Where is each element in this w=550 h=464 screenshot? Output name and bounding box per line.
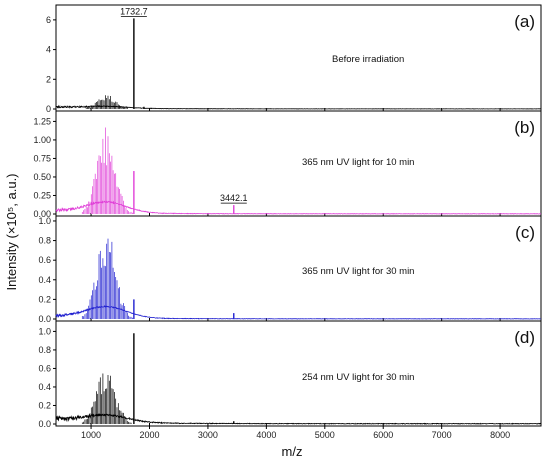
panel-frame <box>55 110 542 217</box>
y-tick-label: 2 <box>46 74 51 84</box>
y-tick-label: 4 <box>46 45 51 55</box>
y-tick-label: 6 <box>46 15 51 25</box>
panel-d: 0.0 0.2 0.4 0.6 0.8 1.0 (d) 254 nm UV light for… <box>38 320 542 429</box>
condition-label: 365 nm UV light for 10 min <box>302 157 414 168</box>
y-tick-label: 0.0 <box>38 314 51 324</box>
y-tick-label: 0.8 <box>38 345 51 355</box>
condition-label: Before irradiation <box>332 54 404 65</box>
y-tick-label: 0.2 <box>38 294 51 304</box>
spectrum-baseline <box>55 104 541 110</box>
x-tick-label: 2000 <box>139 430 159 440</box>
panel-letter: (a) <box>514 12 535 31</box>
panel-frame <box>55 320 542 427</box>
y-tick-label: 0.6 <box>38 255 51 265</box>
x-tick-label: 1000 <box>81 430 101 440</box>
y-tick-label: 1.00 <box>33 135 51 145</box>
x-tick-label: 6000 <box>373 430 393 440</box>
y-tick-label: 1.25 <box>33 116 51 126</box>
panel-a: 0 2 4 6 1732.7 (a) Before irradiation <box>46 4 542 114</box>
y-tick-label: 0.0 <box>38 419 51 429</box>
spectrum-baseline <box>55 413 542 425</box>
y-tick-label: 1.0 <box>38 216 51 226</box>
y-tick-label: 0.8 <box>38 236 51 246</box>
y-tick-label: 0.50 <box>33 172 51 182</box>
y-tick-label: 0.6 <box>38 363 51 373</box>
x-tick-label: 4000 <box>256 430 276 440</box>
x-tick-label: 5000 <box>315 430 335 440</box>
spectrum-envelope <box>81 238 133 319</box>
spectrum-baseline <box>55 200 541 215</box>
y-tick-label: 0.4 <box>38 382 51 392</box>
panel-letter: (b) <box>514 118 535 137</box>
x-tick-label: 3000 <box>198 430 218 440</box>
y-tick-label: 0.25 <box>33 190 51 200</box>
y-tick-label: 0.2 <box>38 400 51 410</box>
x-tick-label: 7000 <box>432 430 452 440</box>
x-axis-title: m/z <box>282 444 303 459</box>
spectrum-envelope <box>81 127 133 214</box>
y-axis-title: Intensity (×10⁵, a.u.) <box>4 173 19 290</box>
panel-c: 0.0 0.2 0.4 0.6 0.8 1.0 (c) 365 nm UV light for… <box>38 215 542 324</box>
y-tick-label: 1.0 <box>38 326 51 336</box>
y-tick-label: 0.4 <box>38 275 51 285</box>
y-tick-label: 0 <box>46 104 51 114</box>
panel-letter: (d) <box>514 328 535 347</box>
panel-frame <box>55 4 542 112</box>
condition-label: 365 nm UV light for 30 min <box>302 266 414 277</box>
spectrum-envelope <box>81 373 132 424</box>
y-tick-label: 0.00 <box>33 209 51 219</box>
spectrum-envelope <box>85 95 128 109</box>
peak-label: 1732.7 <box>120 6 148 16</box>
peak-label: 3442.1 <box>220 193 248 203</box>
x-axis: 1000 2000 3000 4000 5000 6000 7000 8000 <box>81 426 510 440</box>
panel-b: 0.00 0.25 0.50 0.75 1.00 1.25 3442.1 (b) 365 nm … <box>33 110 542 219</box>
x-tick-label: 8000 <box>490 430 510 440</box>
panel-frame <box>55 215 542 322</box>
condition-label: 254 nm UV light for 30 min <box>302 372 414 383</box>
spectrum-baseline <box>55 305 541 320</box>
panel-letter: (c) <box>515 223 535 242</box>
y-tick-label: 0.75 <box>33 153 51 163</box>
